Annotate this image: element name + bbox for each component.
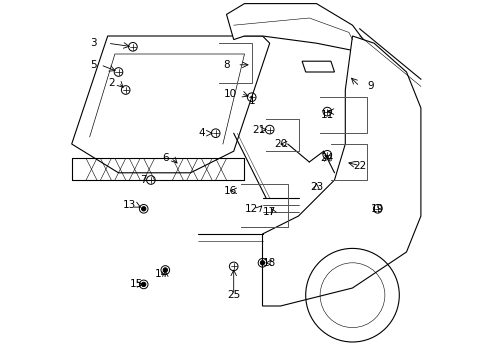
Text: 6: 6 — [162, 153, 168, 163]
Text: 24: 24 — [320, 153, 333, 163]
Text: 14: 14 — [155, 269, 168, 279]
Text: 15: 15 — [130, 279, 143, 289]
Text: 2: 2 — [108, 78, 114, 88]
Circle shape — [260, 261, 264, 265]
Text: 21: 21 — [252, 125, 265, 135]
Text: 20: 20 — [273, 139, 286, 149]
Text: 3: 3 — [90, 38, 97, 48]
Polygon shape — [226, 4, 363, 50]
Circle shape — [163, 268, 167, 272]
Text: 18: 18 — [263, 258, 276, 268]
Text: 22: 22 — [352, 161, 366, 171]
Text: 8: 8 — [223, 60, 229, 70]
Text: 10: 10 — [223, 89, 236, 99]
Text: 17: 17 — [263, 207, 276, 217]
Text: 7: 7 — [140, 175, 147, 185]
Text: 23: 23 — [309, 182, 323, 192]
Text: 12: 12 — [244, 204, 258, 214]
Text: 4: 4 — [198, 128, 204, 138]
Text: 5: 5 — [90, 60, 97, 70]
Polygon shape — [72, 36, 269, 173]
Circle shape — [141, 282, 145, 287]
Polygon shape — [302, 61, 334, 72]
Text: 11: 11 — [320, 110, 333, 120]
Circle shape — [141, 207, 145, 211]
Polygon shape — [262, 36, 420, 306]
Text: 13: 13 — [122, 200, 136, 210]
Text: 25: 25 — [226, 290, 240, 300]
Text: 1: 1 — [248, 96, 254, 106]
Text: 9: 9 — [366, 81, 373, 91]
Text: 19: 19 — [370, 204, 384, 214]
Text: 16: 16 — [223, 186, 236, 196]
